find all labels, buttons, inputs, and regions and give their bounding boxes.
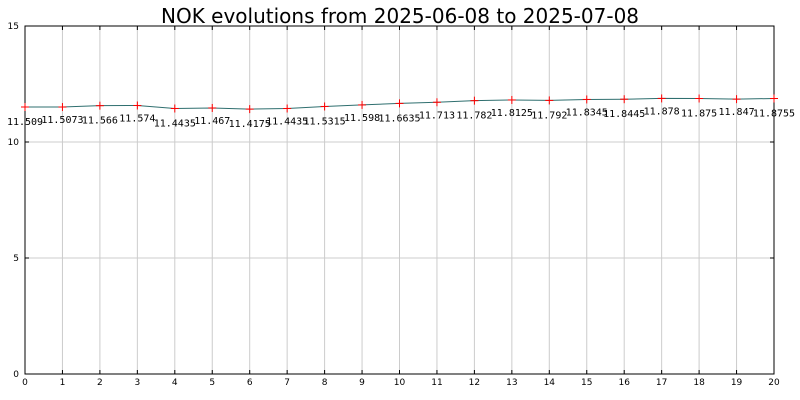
data-label: 11.875 (681, 109, 717, 120)
x-tick-label: 6 (247, 378, 253, 388)
data-point (507, 95, 516, 104)
data-point (770, 94, 778, 103)
data-point (395, 99, 404, 108)
data-label: 11.4435 (266, 117, 308, 128)
data-label: 11.8445 (603, 109, 645, 120)
data-point (283, 104, 292, 113)
data-label: 11.4435 (154, 119, 196, 130)
x-tick-label: 0 (22, 378, 28, 388)
data-point (320, 102, 329, 111)
data-label: 11.878 (644, 106, 680, 117)
x-tick-label: 9 (359, 378, 365, 388)
chart-title: NOK evolutions from 2025-06-08 to 2025-0… (161, 4, 639, 28)
data-label: 11.5073 (41, 115, 83, 126)
x-tick-label: 18 (693, 378, 705, 388)
y-tick-label: 0 (13, 370, 19, 380)
data-label: 11.6635 (378, 113, 420, 124)
data-point (58, 103, 67, 112)
data-label: 11.792 (531, 110, 567, 121)
data-label: 11.782 (456, 111, 492, 122)
data-point (582, 95, 591, 104)
x-tick-label: 4 (172, 378, 178, 388)
data-point (358, 100, 367, 109)
x-tick-label: 16 (618, 378, 630, 388)
x-tick-label: 5 (209, 378, 215, 388)
data-point (470, 96, 479, 105)
x-tick-label: 10 (394, 378, 406, 388)
y-tick-label: 15 (8, 22, 19, 32)
data-point (545, 96, 554, 105)
data-label: 11.566 (82, 116, 118, 127)
x-tick-label: 12 (469, 378, 480, 388)
y-tick-label: 10 (8, 138, 20, 148)
data-label: 11.574 (119, 113, 155, 124)
data-point (21, 102, 29, 111)
data-label: 11.8755 (753, 108, 795, 119)
data-point (170, 104, 179, 113)
x-tick-label: 15 (581, 378, 592, 388)
data-label: 11.713 (419, 110, 455, 121)
x-tick-label: 2 (97, 378, 103, 388)
data-point (245, 105, 254, 114)
series (21, 94, 778, 114)
y-tick-label: 5 (13, 254, 19, 264)
x-tick-label: 7 (284, 378, 290, 388)
data-point (695, 94, 704, 103)
data-label: 11.598 (344, 113, 380, 124)
data-point (657, 94, 666, 103)
data-label: 11.8125 (491, 108, 533, 119)
data-label: 11.4175 (229, 119, 271, 130)
data-point (732, 95, 741, 104)
data-point (95, 101, 104, 110)
data-label: 11.509 (7, 117, 43, 128)
x-tick-label: 3 (134, 378, 140, 388)
data-label: 11.8345 (566, 107, 608, 118)
data-label: 11.847 (718, 107, 754, 118)
data-point (432, 98, 441, 107)
data-label: 11.467 (194, 116, 230, 127)
data-label: 11.5315 (304, 116, 346, 127)
x-tick-label: 20 (768, 378, 780, 388)
x-tick-label: 13 (506, 378, 517, 388)
x-tick-label: 14 (544, 378, 556, 388)
x-tick-label: 17 (656, 378, 667, 388)
x-tick-label: 8 (322, 378, 328, 388)
x-tick-label: 1 (60, 378, 66, 388)
grid (25, 26, 774, 374)
x-tick-label: 11 (431, 378, 442, 388)
data-point (208, 103, 217, 112)
data-point (620, 95, 629, 104)
x-tick-label: 19 (731, 378, 743, 388)
data-point (133, 101, 142, 110)
